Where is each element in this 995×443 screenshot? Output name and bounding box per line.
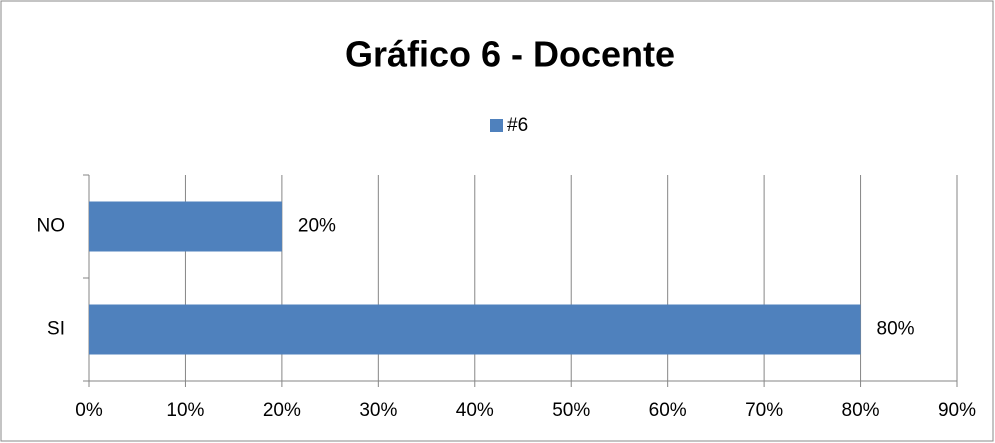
- bar: [89, 304, 861, 355]
- x-tick-label: 90%: [938, 400, 976, 421]
- x-tick-label: 40%: [456, 400, 494, 421]
- y-tick-label: NO: [37, 216, 66, 237]
- legend-label: #6: [507, 115, 528, 136]
- x-tick-label: 60%: [649, 400, 687, 421]
- x-tick-label: 30%: [359, 400, 397, 421]
- y-tick-label: SI: [47, 319, 65, 340]
- x-tick-label: 50%: [552, 400, 590, 421]
- x-tick-label: 70%: [745, 400, 783, 421]
- data-label: 80%: [877, 319, 915, 340]
- x-tick-label: 0%: [75, 400, 103, 421]
- data-label: 20%: [298, 216, 336, 237]
- chart-title: Gráfico 6 - Docente: [345, 34, 675, 75]
- bar: [89, 201, 282, 252]
- x-tick-label: 20%: [263, 400, 301, 421]
- x-tick-label: 10%: [166, 400, 204, 421]
- x-tick-label: 80%: [842, 400, 880, 421]
- legend-swatch: [490, 119, 503, 132]
